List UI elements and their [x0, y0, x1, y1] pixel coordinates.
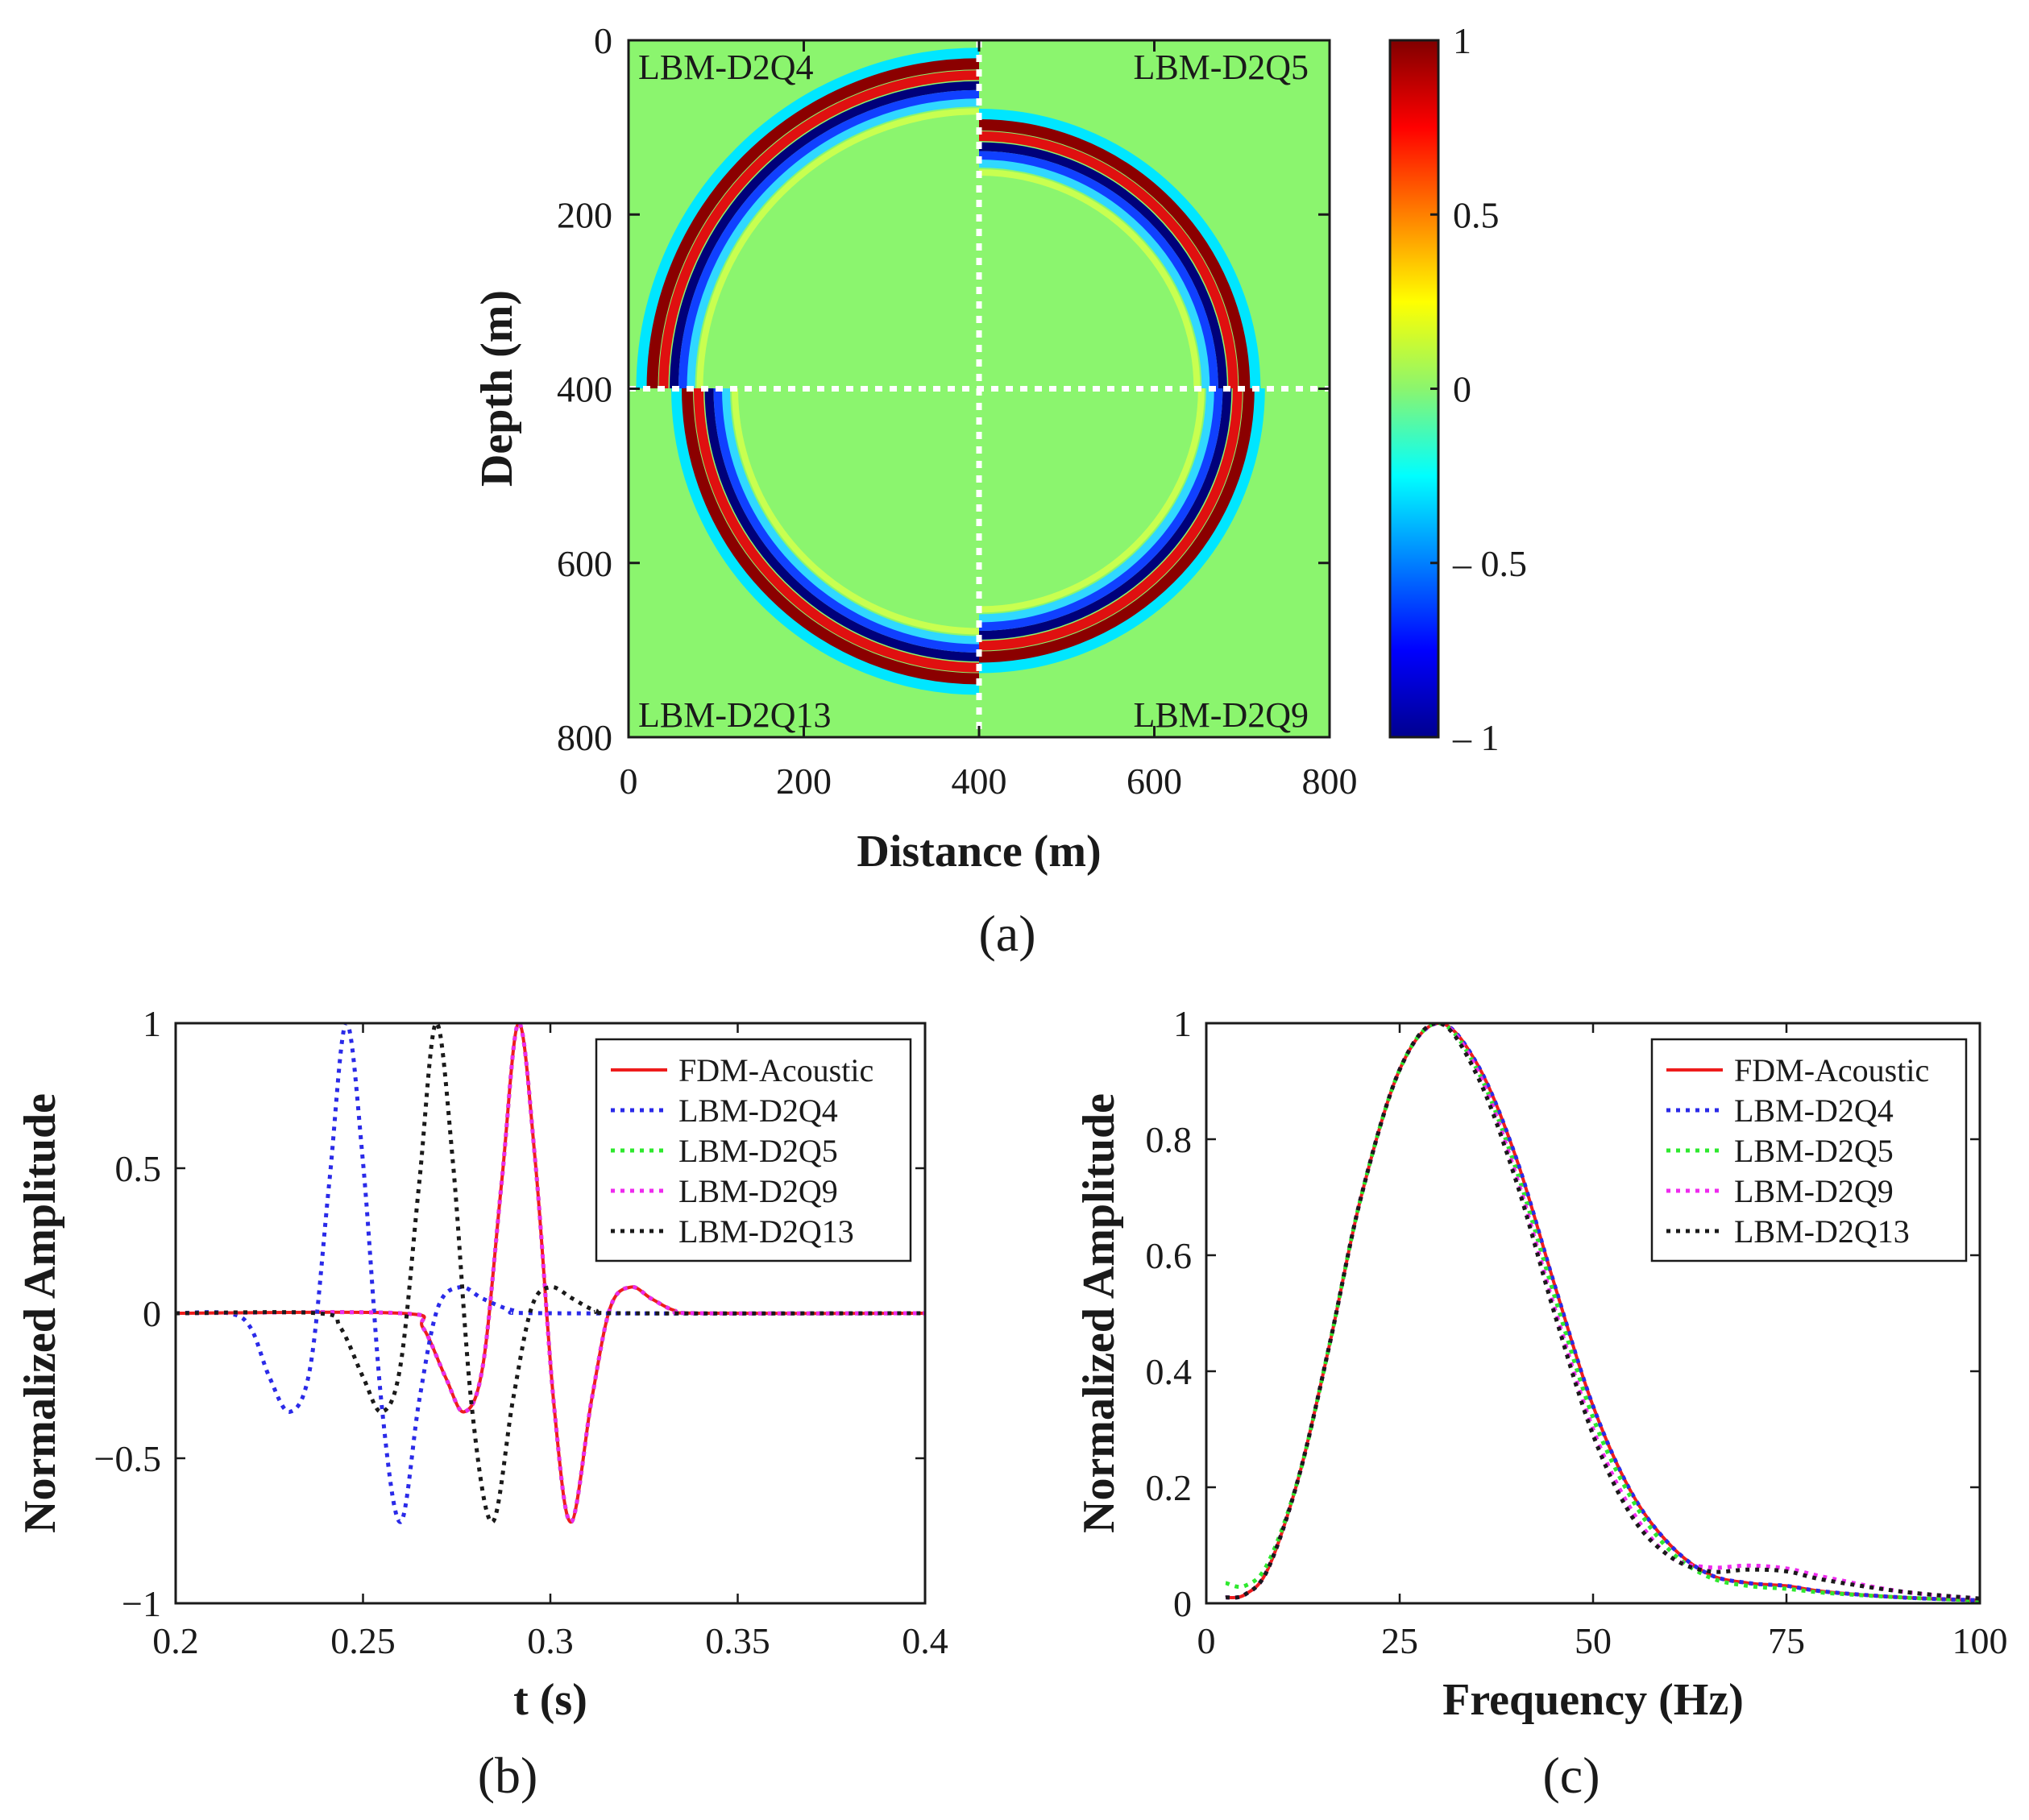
y-tick-label: 600 — [557, 543, 612, 584]
legend-label-lbm-d2q4: LBM-D2Q4 — [1734, 1092, 1894, 1129]
quadrant-divider-lines — [629, 40, 1330, 737]
x-tick-label: 0.25 — [330, 1620, 396, 1661]
colorbar-tick-label: 0.5 — [1453, 194, 1500, 235]
quadrant-label-top-left: LBM-D2Q4 — [638, 48, 814, 87]
legend-label-lbm-d2q13: LBM-D2Q13 — [678, 1213, 854, 1250]
legend-label-lbm-d2q5: LBM-D2Q5 — [678, 1133, 838, 1169]
x-tick-label: 600 — [1127, 761, 1182, 802]
time-series-y-axis-title: Normalized Amplitude — [15, 1093, 65, 1533]
colorbar-tick-label: 1 — [1453, 20, 1471, 61]
panel-label-a: (a) — [978, 905, 1035, 962]
legend-label-lbm-d2q9: LBM-D2Q9 — [1734, 1173, 1894, 1209]
x-tick-label: 0.35 — [705, 1620, 770, 1661]
y-tick-label: 800 — [557, 717, 612, 758]
wavefront-band — [722, 388, 979, 645]
series-line-lbm-d2q9 — [176, 1023, 925, 1524]
wavefront-band — [704, 388, 979, 661]
y-tick-label: 1 — [143, 1003, 161, 1044]
y-tick-label: 0.4 — [1146, 1351, 1193, 1392]
wavefield-x-axis-title: Distance (m) — [857, 827, 1101, 877]
wavefront-band — [694, 388, 979, 673]
quadrant-label-bottom-left: LBM-D2Q13 — [638, 695, 832, 735]
x-tick-label: 50 — [1575, 1620, 1612, 1661]
y-tick-label: 0.6 — [1146, 1235, 1193, 1276]
time-series-legend: FDM-Acoustic LBM-D2Q4 LBM-D2Q5 LBM-D2Q9 LBM-… — [595, 1038, 912, 1262]
wavefront-band — [979, 388, 1255, 663]
wavefront-band — [979, 388, 1223, 631]
x-tick-label: 0 — [620, 761, 638, 802]
time-series-ticks: 0.2 0.25 0.3 0.35 0.4 −1 −0.5 0 0.5 1 — [94, 1003, 948, 1661]
y-tick-label: 0.2 — [1146, 1467, 1193, 1508]
y-tick-label: −0.5 — [94, 1438, 161, 1479]
colorbar-tick-label: 0 — [1453, 369, 1471, 410]
time-series-frame — [174, 1022, 927, 1605]
quadrant-label-bottom-right: LBM-D2Q9 — [1133, 695, 1309, 735]
series-line-lbm-d2q13 — [1225, 1023, 1980, 1601]
x-tick-label: 75 — [1768, 1620, 1805, 1661]
x-tick-label: 200 — [776, 761, 832, 802]
spectrum-frame — [1205, 1022, 1981, 1605]
legend-label-lbm-d2q4: LBM-D2Q4 — [678, 1092, 838, 1129]
time-series-panel: 0.2 0.25 0.3 0.35 0.4 −1 −0.5 0 0.5 1 FDM-Acousti… — [15, 1003, 948, 1804]
x-tick-label: 800 — [1302, 761, 1358, 802]
panel-label-c: (c) — [1542, 1747, 1600, 1804]
time-series-lines — [176, 1023, 925, 1524]
y-tick-label: 0.5 — [115, 1148, 162, 1189]
y-tick-label: 0 — [594, 20, 612, 61]
x-tick-label: 0.3 — [527, 1620, 574, 1661]
y-tick-label: 0.8 — [1146, 1119, 1193, 1160]
series-line-lbm-d2q4 — [176, 1023, 925, 1524]
x-tick-label: 100 — [1952, 1620, 2008, 1661]
spectrum-legend: FDM-Acoustic LBM-D2Q4 LBM-D2Q5 LBM-D2Q9 LBM-… — [1650, 1038, 1968, 1262]
legend-label-lbm-d2q5: LBM-D2Q5 — [1734, 1133, 1894, 1169]
y-tick-label: 1 — [1173, 1003, 1192, 1044]
x-tick-label: 400 — [952, 761, 1007, 802]
x-tick-label: 0.2 — [152, 1620, 199, 1661]
panel-label-b: (b) — [478, 1747, 538, 1804]
wavefield-y-axis-title: Depth (m) — [472, 290, 522, 487]
spectrum-lines — [1225, 1023, 1980, 1602]
spectrum-x-axis-title: Frequency (Hz) — [1442, 1675, 1744, 1725]
spectrum-legend-box — [1650, 1038, 1968, 1262]
y-tick-label: 400 — [557, 369, 612, 410]
spectrum-y-axis-title: Normalized Amplitude — [1074, 1093, 1124, 1533]
y-tick-label: −1 — [122, 1583, 161, 1624]
wavefront-band — [979, 388, 1243, 651]
legend-label-lbm-d2q9: LBM-D2Q9 — [678, 1173, 838, 1209]
colorbar-tick-label: – 0.5 — [1452, 543, 1527, 584]
legend-label-fdm-acoustic: FDM-Acoustic — [678, 1052, 873, 1088]
series-line-lbm-d2q13 — [176, 1023, 925, 1524]
time-series-legend-box — [595, 1038, 912, 1262]
x-tick-label: 0 — [1197, 1620, 1216, 1661]
y-tick-label: 200 — [557, 194, 612, 235]
x-tick-label: 0.4 — [902, 1620, 948, 1661]
y-tick-label: 0 — [1173, 1583, 1192, 1624]
legend-label-lbm-d2q13: LBM-D2Q13 — [1734, 1213, 1910, 1250]
quadrant-label-top-right: LBM-D2Q5 — [1133, 48, 1309, 87]
x-tick-label: 25 — [1381, 1620, 1418, 1661]
colorbar-ticks: 1 0.5 0 – 0.5 – 1 — [1430, 20, 1527, 758]
spectrum-panel: 0 25 50 75 100 0 0.2 0.4 0.6 0.8 1 FDM-Acoustic LBM… — [1074, 1003, 2008, 1804]
colorbar-tick-label: – 1 — [1452, 717, 1500, 758]
time-series-x-axis-title: t (s) — [513, 1675, 587, 1725]
y-tick-label: 0 — [143, 1293, 161, 1334]
legend-label-fdm-acoustic: FDM-Acoustic — [1734, 1052, 1929, 1088]
